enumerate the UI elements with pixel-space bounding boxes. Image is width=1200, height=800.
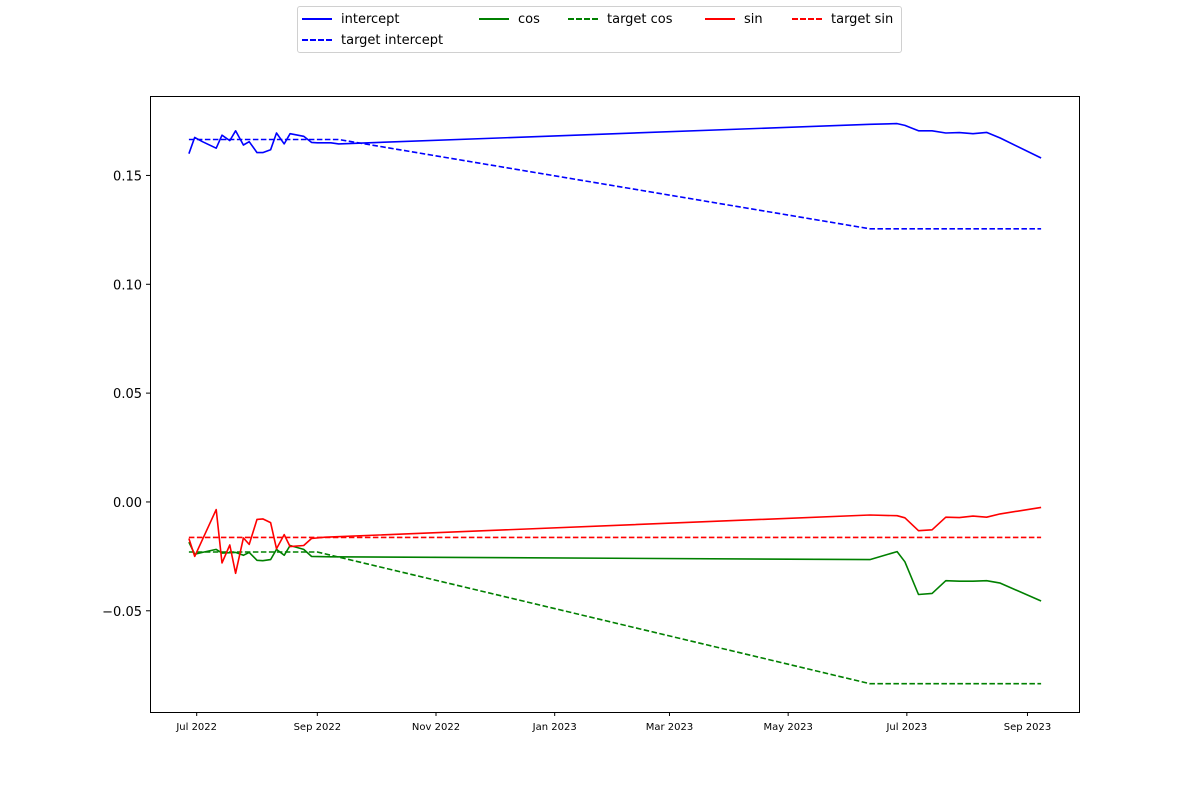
legend-swatch-target-cos [568,18,598,20]
legend-item-target-intercept: target intercept [302,30,443,50]
legend-item-sin: sin [705,9,763,29]
series-line-sin [188,506,1042,575]
legend-label: target intercept [341,32,444,48]
y-tick-label: 0.15 [113,169,142,184]
legend-label: target cos [607,11,673,27]
y-tick-label: 0.00 [113,496,142,511]
legend-item-cos: cos [479,9,540,29]
series-line-target-cos [188,551,1042,685]
legend-swatch-target-sin [792,18,822,20]
legend-label: intercept [341,11,400,27]
x-tick-label: Jul 2022 [175,722,217,733]
legend-swatch-intercept [302,18,332,20]
series-layer [188,122,1042,685]
x-tick-label: Mar 2023 [646,722,694,733]
y-axis: 0.15 0.10 0.05 0.00 −0.05 [102,169,150,620]
x-tick-label: Nov 2022 [412,722,460,733]
legend-swatch-cos [479,18,509,20]
legend-item-target-sin: target sin [792,9,893,29]
legend-label: sin [744,11,763,27]
y-tick-label: −0.05 [102,605,142,620]
legend-swatch-target-intercept [302,39,332,41]
legend-item-target-cos: target cos [568,9,673,29]
legend: intercept target intercept cos target co… [297,6,902,53]
series-line-cos [188,541,1042,602]
x-tick-label: Jul 2023 [885,722,927,733]
x-tick-label: Sep 2023 [1004,722,1051,733]
x-tick-label: Jan 2023 [532,722,577,733]
x-tick-label: May 2023 [764,722,813,733]
x-axis: Jul 2022 Sep 2022 Nov 2022 Jan 2023 Mar 2023… [175,712,1051,733]
legend-label: target sin [831,11,894,27]
y-tick-label: 0.10 [113,278,142,293]
plot-area [150,96,1080,713]
x-tick-label: Sep 2022 [294,722,341,733]
y-tick-label: 0.05 [113,387,142,402]
legend-item-intercept: intercept [302,9,400,29]
series-line-intercept [188,122,1042,159]
legend-swatch-sin [705,18,735,20]
series-line-target-intercept [188,138,1042,230]
legend-label: cos [518,11,540,27]
